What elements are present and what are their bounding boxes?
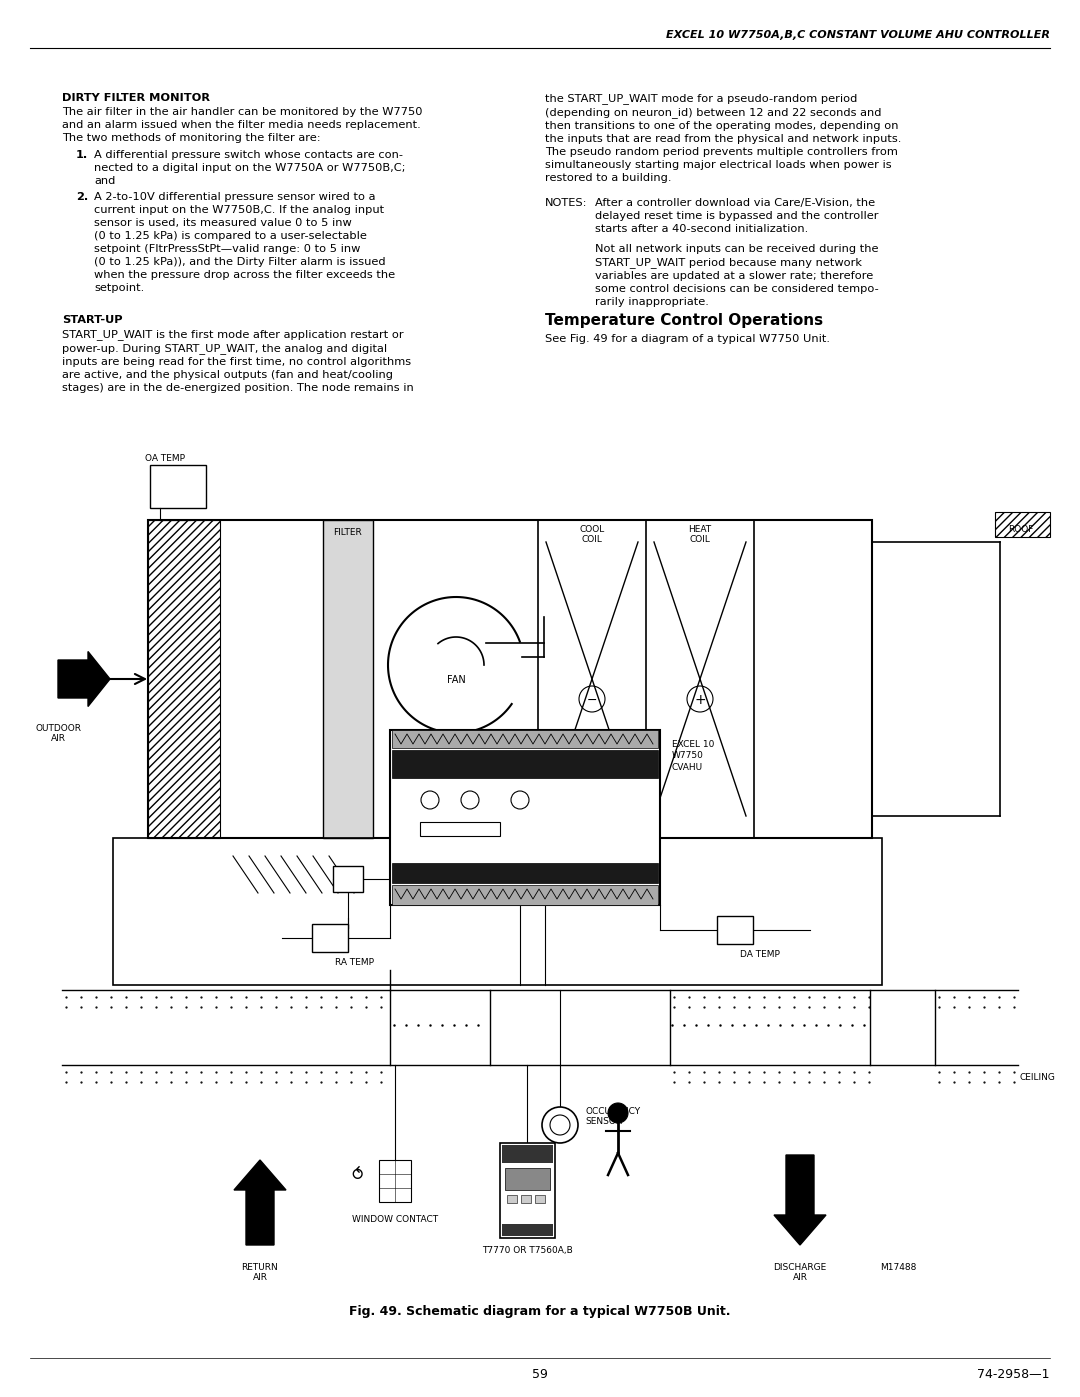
Bar	[312, 923, 348, 951]
Text: 74-2958—1: 74-2958—1	[977, 1368, 1050, 1382]
Text: START_UP_WAIT is the first mode after application restart or
power-up. During ST: START_UP_WAIT is the first mode after ap…	[62, 330, 414, 393]
Text: Fig. 49. Schematic diagram for a typical W7750B Unit.: Fig. 49. Schematic diagram for a typical…	[349, 1305, 731, 1317]
Text: M: M	[343, 875, 353, 884]
Text: OUTDOOR
AIR: OUTDOOR AIR	[35, 724, 81, 743]
Text: Honeywell: Honeywell	[513, 1228, 542, 1232]
Bar	[333, 866, 363, 893]
Text: The air filter in the air handler can be monitored by the W7750
and an alarm iss: The air filter in the air handler can be…	[62, 108, 422, 142]
Text: Honeywell: Honeywell	[477, 759, 535, 768]
Bar	[420, 821, 500, 835]
FancyArrow shape	[774, 1155, 826, 1245]
Circle shape	[542, 1106, 578, 1143]
Bar	[392, 886, 658, 905]
Text: COOL
COIL: COOL COIL	[579, 525, 605, 545]
Text: CEILING: CEILING	[1020, 1073, 1056, 1083]
Text: M17488: M17488	[880, 1263, 916, 1273]
Bar	[113, 838, 882, 985]
Bar	[150, 465, 206, 509]
Text: NOTES:: NOTES:	[545, 198, 588, 208]
Text: DISCHARGE
AIR: DISCHARGE AIR	[773, 1263, 826, 1282]
Bar	[717, 916, 753, 944]
Bar	[535, 1194, 545, 1203]
Text: EXCEL 10 W7750A,B,C CONSTANT VOLUME AHU CONTROLLER: EXCEL 10 W7750A,B,C CONSTANT VOLUME AHU …	[666, 29, 1050, 41]
Bar	[502, 1146, 553, 1162]
Text: HEAT
COIL: HEAT COIL	[688, 525, 712, 545]
Text: ROOF: ROOF	[1008, 525, 1034, 535]
Bar	[392, 750, 658, 778]
Text: RETURN
AIR: RETURN AIR	[242, 1263, 279, 1282]
Text: EXCEL 10
W7750
CVAHU: EXCEL 10 W7750 CVAHU	[672, 740, 714, 773]
Bar	[390, 731, 660, 905]
Text: WINDOW CONTACT: WINDOW CONTACT	[352, 1215, 438, 1224]
Text: RA TEMP: RA TEMP	[335, 958, 374, 967]
Circle shape	[608, 1104, 627, 1123]
Bar	[148, 520, 220, 838]
Text: DIRTY FILTER MONITOR: DIRTY FILTER MONITOR	[62, 94, 210, 103]
Text: A differential pressure switch whose contacts are con-
nected to a digital input: A differential pressure switch whose con…	[94, 149, 405, 186]
Text: After a controller download via Care/E-Vision, the
delayed reset time is bypasse: After a controller download via Care/E-V…	[595, 198, 878, 235]
Bar	[507, 1194, 517, 1203]
Text: T7770 OR T7560A,B: T7770 OR T7560A,B	[482, 1246, 572, 1255]
Text: −: −	[586, 693, 597, 707]
Bar	[502, 1224, 553, 1236]
Text: Honeywell: Honeywell	[509, 1151, 545, 1157]
Text: START-UP: START-UP	[62, 314, 123, 326]
Bar	[323, 520, 373, 838]
Text: ⥀: ⥀	[351, 1166, 363, 1185]
Text: FILTER: FILTER	[334, 528, 363, 536]
Text: the START_UP_WAIT mode for a pseudo-random period
(depending on neuron_id) betwe: the START_UP_WAIT mode for a pseudo-rand…	[545, 94, 902, 183]
Text: 1.: 1.	[76, 149, 89, 161]
Bar	[148, 520, 872, 838]
Text: Temperature Control Operations: Temperature Control Operations	[545, 313, 823, 328]
Bar	[379, 1160, 411, 1201]
Text: A 2-to-10V differential pressure sensor wired to a
current input on the W7750B,C: A 2-to-10V differential pressure sensor …	[94, 191, 395, 293]
Text: OA TEMP: OA TEMP	[145, 454, 185, 462]
Bar	[500, 1143, 555, 1238]
FancyArrow shape	[234, 1160, 286, 1245]
Bar	[392, 731, 658, 747]
Bar	[995, 511, 1050, 536]
FancyArrow shape	[58, 651, 110, 707]
Text: FAN: FAN	[447, 675, 465, 685]
Text: 59: 59	[532, 1368, 548, 1382]
Bar	[521, 1194, 531, 1203]
Text: OCCUPANCY
SENSOR: OCCUPANCY SENSOR	[585, 1106, 640, 1126]
Text: 2.: 2.	[76, 191, 89, 203]
Text: DA TEMP: DA TEMP	[740, 950, 780, 958]
Text: See Fig. 49 for a diagram of a typical W7750 Unit.: See Fig. 49 for a diagram of a typical W…	[545, 334, 831, 344]
Text: +: +	[694, 693, 706, 707]
Bar	[392, 863, 658, 883]
Bar	[505, 1168, 550, 1190]
Text: Not all network inputs can be received during the
START_UP_WAIT period because m: Not all network inputs can be received d…	[595, 244, 879, 307]
